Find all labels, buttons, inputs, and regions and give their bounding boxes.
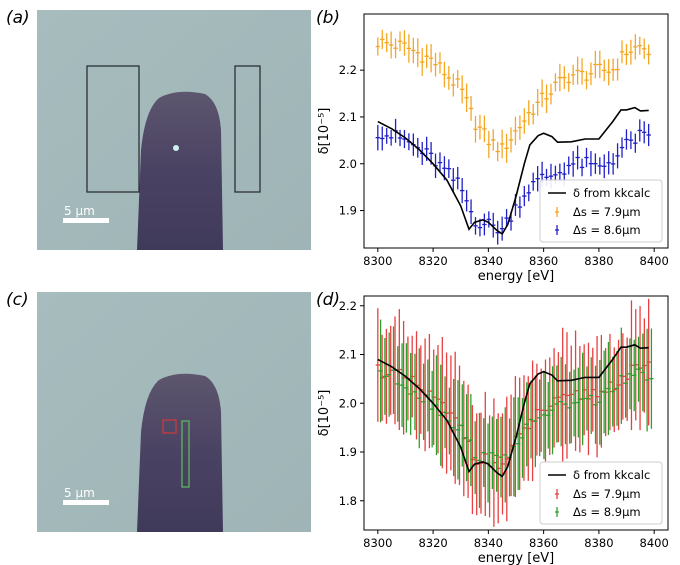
legend-kkcalc-label: δ from kkcalc — [573, 468, 650, 482]
series-orange — [375, 29, 651, 163]
kkcalc-line — [377, 106, 649, 236]
y-tick-label: 2.1 — [339, 110, 357, 124]
x-axis-title: energy [eV] — [478, 551, 554, 565]
x-tick-label: 8320 — [418, 254, 447, 268]
y-axis-title: δ[10⁻⁵] — [317, 390, 332, 437]
y-tick-label: 2.2 — [339, 299, 357, 313]
roi-box-right — [234, 65, 261, 193]
legend-kkcalc-label: δ from kkcalc — [573, 186, 650, 200]
legend: δ from kkcalc Δs = 7.9μm Δs = 8.6μm — [539, 179, 663, 243]
panel-label-a: (a) — [6, 8, 30, 28]
x-tick-label: 8340 — [474, 254, 503, 268]
legend: δ from kkcalc Δs = 7.9μm Δs = 8.9μm — [539, 461, 663, 525]
plot-frame — [363, 295, 669, 531]
y-tick-label: 1.9 — [339, 445, 357, 459]
x-tick-label: 8360 — [529, 536, 558, 550]
legend-series-label: Δs = 7.9μm — [573, 205, 641, 219]
series-red — [375, 298, 651, 527]
x-tick-label: 8300 — [363, 254, 392, 268]
chart-b: 8300 8320 8340 8360 8380 8400 1.9 2.0 2.1 2.2 ener… — [317, 13, 669, 284]
legend-series-label: Δs = 7.9μm — [573, 487, 641, 501]
y-axis-title: δ[10⁻⁵] — [317, 108, 332, 155]
panel-label-b: (b) — [316, 8, 341, 28]
roi-box-left — [86, 65, 140, 193]
panel-label-c: (c) — [6, 290, 29, 310]
x-tick-label: 8380 — [584, 254, 613, 268]
chart-d: 8300 8320 8340 8360 8380 8400 1.8 1.9 2.0 2.1 2.2 e… — [317, 295, 669, 565]
x-tick-label: 8320 — [418, 536, 447, 550]
legend-series-label: Δs = 8.6μm — [573, 223, 641, 237]
legend-box — [539, 461, 663, 525]
microscopy-image-a: 5 μm — [37, 10, 311, 250]
panel-label-d: (d) — [316, 290, 341, 310]
x-tick-label: 8400 — [640, 536, 669, 550]
kkcalc-line — [377, 343, 649, 478]
x-axis-title: energy [eV] — [478, 269, 554, 284]
y-tick-label: 2.2 — [339, 63, 357, 77]
roi-box-green — [181, 420, 190, 488]
y-tick-label: 1.9 — [339, 204, 357, 218]
x-tick-label: 8340 — [474, 536, 503, 550]
scale-bar — [63, 500, 109, 505]
x-tick-label: 8360 — [529, 254, 558, 268]
sample-body — [137, 373, 223, 532]
plot-frame — [363, 13, 669, 249]
x-tick-label: 8380 — [584, 536, 613, 550]
y-tick-label: 1.8 — [339, 494, 357, 508]
scale-bar-label: 5 μm — [64, 204, 95, 218]
y-tick-label: 2.0 — [339, 396, 357, 410]
x-tick-label: 8300 — [363, 536, 392, 550]
roi-box-red — [162, 419, 177, 434]
microscopy-image-c: 5 μm — [37, 292, 311, 532]
sample-body — [137, 91, 223, 250]
scale-bar — [63, 218, 109, 223]
legend-series-label: Δs = 8.9μm — [573, 505, 641, 519]
beam-spot — [173, 145, 179, 151]
x-tick-label: 8400 — [640, 254, 669, 268]
scale-bar-label: 5 μm — [64, 486, 95, 500]
y-tick-label: 2.0 — [339, 157, 357, 171]
y-tick-label: 2.1 — [339, 348, 357, 362]
legend-box — [539, 179, 663, 243]
